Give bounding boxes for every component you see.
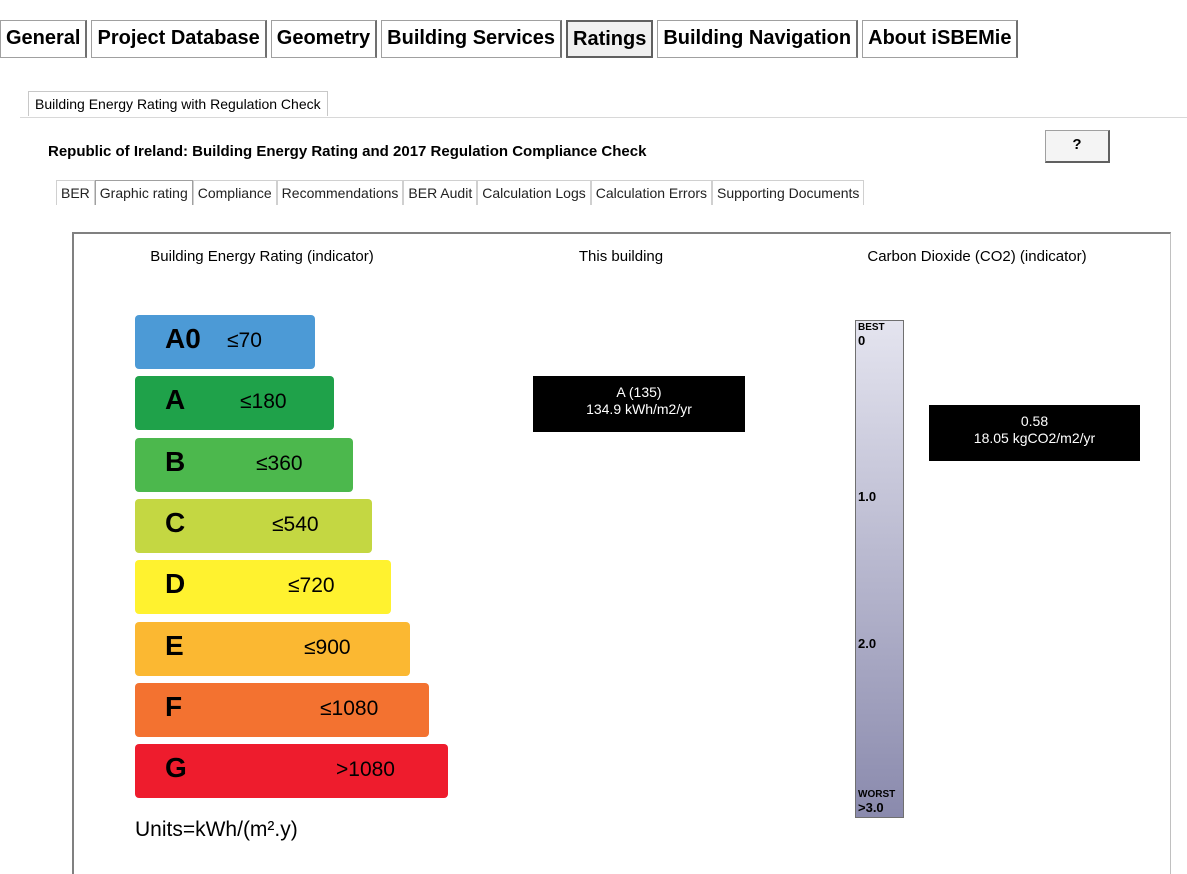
header: Carbon Dioxide (CO2) (indicator) [867, 248, 1087, 265]
rating-bar: E ≤900 [135, 621, 410, 676]
rating-limit: ≤1080 [320, 696, 379, 720]
rating-bar: F ≤1080 [135, 682, 429, 737]
scale-label: >3.0 [858, 800, 884, 815]
scale-label: 2.0 [858, 636, 877, 651]
main-tab[interactable]: Project Database [91, 20, 267, 58]
inner-tab[interactable]: Recommendations [276, 180, 404, 205]
rating-limit: ≤180 [240, 390, 287, 414]
rating-bar: A ≤180 [135, 376, 334, 431]
main-tab[interactable]: About iSBEMie [862, 20, 1019, 58]
rating-limit: ≤720 [288, 574, 335, 598]
rating-bar: D ≤720 [135, 560, 391, 615]
main-tab[interactable]: Building Services [381, 20, 562, 58]
co2-result: 0.58 18.05 kgCO2/m2/yr [929, 405, 1140, 461]
rating-limit: ≤70 [227, 329, 262, 352]
main-tab[interactable]: Geometry [270, 20, 378, 58]
rating-letter: A0 [165, 323, 201, 354]
rating-letter: E [165, 629, 184, 661]
rating-limit: ≤360 [256, 451, 303, 475]
main-tabs: General Project Database Geometry Building … [0, 20, 1022, 58]
page-title: Republic of Ireland: Building Energy Rat… [48, 143, 647, 160]
rating-letter: C [165, 506, 186, 538]
energy: 134.9 kWh/m2/yr [586, 401, 692, 417]
main-tab[interactable]: Ratings [566, 20, 654, 58]
rating: A (135) [616, 384, 662, 400]
scale-label: 1.0 [858, 489, 877, 504]
inner-tab[interactable]: Graphic rating [94, 180, 193, 205]
rating-letter: F [165, 690, 183, 722]
rating-letter: A [165, 384, 186, 416]
rating-bar: C ≤540 [135, 498, 372, 553]
inner-tab[interactable]: Supporting Documents [712, 180, 865, 205]
scale-label: BEST [858, 322, 885, 333]
co2-emission: 18.05 kgCO2/m2/yr [973, 430, 1096, 446]
rating-bar: G >1080 [135, 744, 448, 799]
scale-label: WORST [858, 789, 896, 800]
inner-tab[interactable]: Calculation Errors [590, 180, 713, 205]
inner-tab[interactable]: Compliance [192, 180, 277, 205]
co2-scale [855, 320, 904, 818]
divider [20, 117, 1187, 118]
main-tab[interactable]: Building Navigation [657, 20, 859, 58]
rating-limit: ≤540 [272, 512, 319, 536]
help-button[interactable]: ? [1045, 130, 1110, 163]
header: Building Energy Rating (indicator) [150, 248, 374, 265]
inner-tab[interactable]: BER [56, 180, 95, 205]
co2-index: 0.58 [1020, 413, 1049, 429]
scale-label: 0 [858, 333, 866, 348]
rating-letter: D [165, 568, 186, 600]
rating-bar: A0 ≤70 [135, 315, 315, 369]
building-result: A (135) 134.9 kWh/m2/yr [533, 376, 745, 432]
inner-tab[interactable]: BER Audit [403, 180, 478, 205]
inner-tabs: BER Graphic rating Compliance Recommendatio… [56, 180, 865, 205]
rating-limit: ≤900 [304, 635, 351, 659]
rating-letter: B [165, 445, 186, 477]
header: This building [578, 248, 664, 265]
rating-bar: B ≤360 [135, 437, 353, 492]
rating-letter: G [165, 752, 187, 784]
main-tab[interactable]: General [0, 20, 88, 58]
units: Units=kWh/(m².y) [135, 818, 298, 841]
sub-tab[interactable]: Building Energy Rating with Regulation C… [28, 91, 328, 116]
rating-limit: >1080 [336, 758, 395, 782]
inner-tab[interactable]: Calculation Logs [477, 180, 591, 205]
